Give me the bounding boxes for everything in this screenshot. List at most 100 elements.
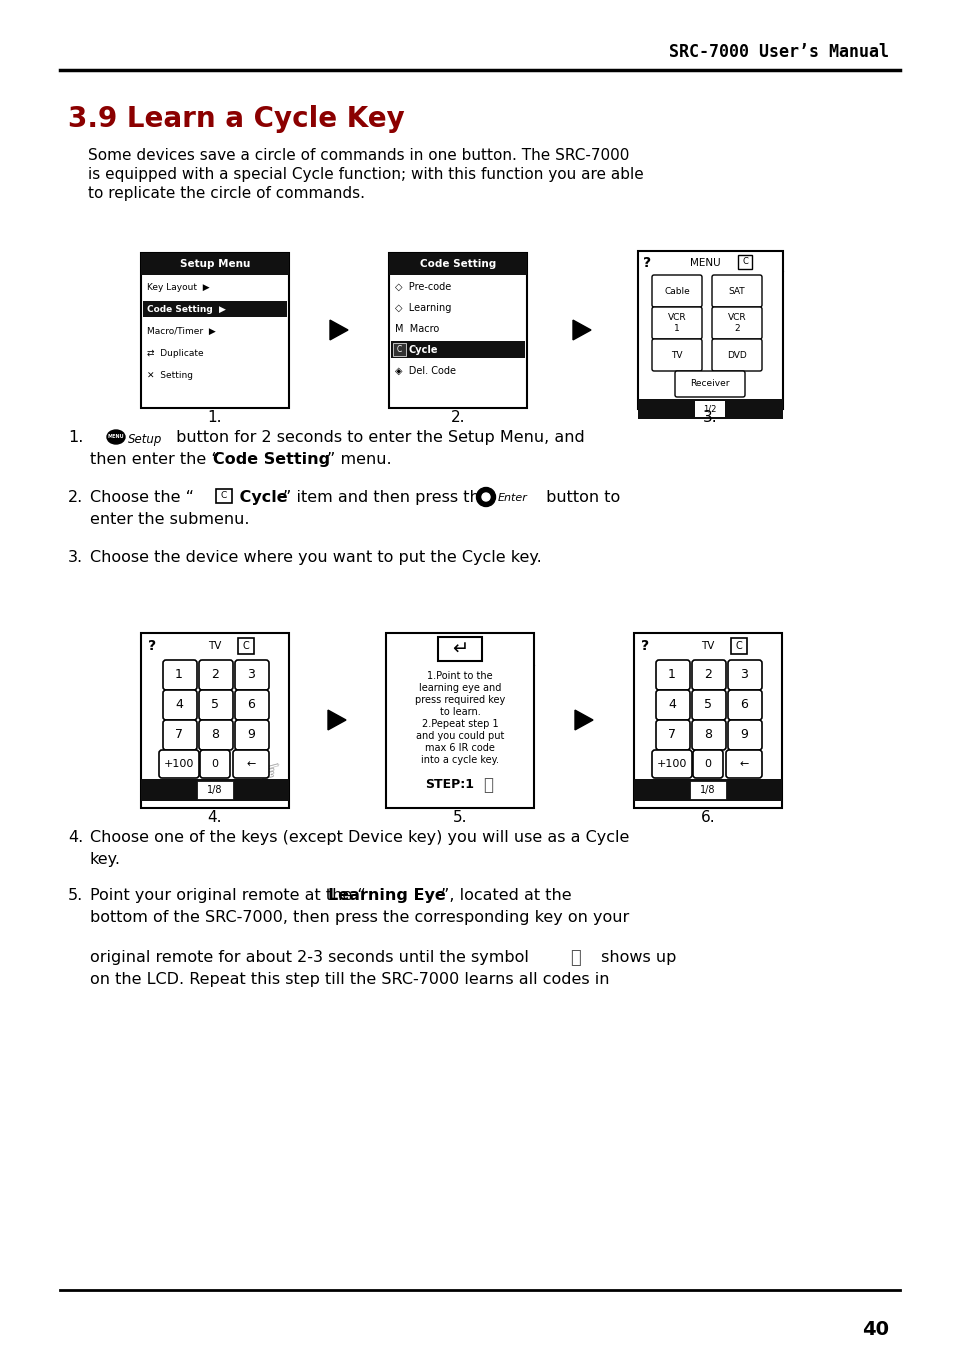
FancyBboxPatch shape xyxy=(638,251,782,410)
Text: 0: 0 xyxy=(212,758,218,769)
Text: 3.: 3. xyxy=(702,410,717,425)
Text: 8: 8 xyxy=(703,729,711,741)
Text: SRC-7000 User’s Manual: SRC-7000 User’s Manual xyxy=(668,43,888,61)
Text: 2.Pepeat step 1: 2.Pepeat step 1 xyxy=(421,719,497,729)
Text: 3: 3 xyxy=(247,668,254,681)
Text: SAT: SAT xyxy=(728,287,744,296)
FancyBboxPatch shape xyxy=(656,660,689,690)
FancyBboxPatch shape xyxy=(141,633,289,808)
FancyBboxPatch shape xyxy=(199,690,233,721)
Text: ←: ← xyxy=(246,758,255,769)
FancyBboxPatch shape xyxy=(727,690,761,721)
Text: 7: 7 xyxy=(667,729,676,741)
Text: ◈  Del. Code: ◈ Del. Code xyxy=(395,366,456,376)
Text: 5: 5 xyxy=(703,699,711,711)
Text: 1/8: 1/8 xyxy=(207,786,222,795)
Text: ” menu.: ” menu. xyxy=(327,452,392,466)
Text: Choose one of the keys (except Device key) you will use as a Cycle: Choose one of the keys (except Device ke… xyxy=(90,830,629,845)
FancyBboxPatch shape xyxy=(215,489,232,503)
Text: ?: ? xyxy=(640,639,648,653)
FancyBboxPatch shape xyxy=(727,721,761,750)
Text: 6: 6 xyxy=(247,699,254,711)
FancyBboxPatch shape xyxy=(651,339,701,370)
Text: C: C xyxy=(242,641,249,652)
Text: to replicate the circle of commands.: to replicate the circle of commands. xyxy=(88,187,365,201)
Text: Enter: Enter xyxy=(497,493,527,503)
Text: TV: TV xyxy=(671,350,682,360)
FancyBboxPatch shape xyxy=(200,750,230,777)
FancyBboxPatch shape xyxy=(141,253,289,408)
Text: bottom of the SRC-7000, then press the corresponding key on your: bottom of the SRC-7000, then press the c… xyxy=(90,910,629,925)
Text: 5.: 5. xyxy=(453,810,467,825)
Text: Receiver: Receiver xyxy=(690,380,729,388)
Text: C: C xyxy=(735,641,741,652)
Text: 1/2: 1/2 xyxy=(702,404,716,414)
Text: ?: ? xyxy=(148,639,156,653)
Text: ◀▮: ◀▮ xyxy=(646,786,660,795)
FancyBboxPatch shape xyxy=(437,637,481,661)
FancyBboxPatch shape xyxy=(159,750,199,777)
Text: 3.9 Learn a Cycle Key: 3.9 Learn a Cycle Key xyxy=(68,105,404,132)
FancyBboxPatch shape xyxy=(692,750,722,777)
FancyBboxPatch shape xyxy=(711,307,761,339)
Text: and you could put: and you could put xyxy=(416,731,503,741)
FancyBboxPatch shape xyxy=(233,750,269,777)
Text: learning eye and: learning eye and xyxy=(418,683,500,694)
Text: 9: 9 xyxy=(247,729,254,741)
Text: max 6 IR code: max 6 IR code xyxy=(425,744,495,753)
Text: ✕  Setting: ✕ Setting xyxy=(147,370,193,380)
Polygon shape xyxy=(330,320,348,339)
Text: press required key: press required key xyxy=(415,695,504,704)
FancyBboxPatch shape xyxy=(234,690,269,721)
Text: 2: 2 xyxy=(703,668,711,681)
FancyBboxPatch shape xyxy=(393,343,406,356)
Text: 0: 0 xyxy=(703,758,711,769)
Text: 2.: 2. xyxy=(450,410,465,425)
Text: VCR
2: VCR 2 xyxy=(727,314,745,333)
Text: Choose the device where you want to put the Cycle key.: Choose the device where you want to put … xyxy=(90,550,541,565)
FancyBboxPatch shape xyxy=(689,781,725,799)
Text: ◀▮: ◀▮ xyxy=(650,404,660,414)
Text: 👍: 👍 xyxy=(482,776,493,794)
Text: Cycle: Cycle xyxy=(233,489,287,506)
FancyBboxPatch shape xyxy=(727,660,761,690)
Text: MENU: MENU xyxy=(689,258,720,268)
Text: 3: 3 xyxy=(740,668,747,681)
Text: C: C xyxy=(395,345,401,353)
Text: ⇄  Duplicate: ⇄ Duplicate xyxy=(147,349,203,357)
Text: ▮▶: ▮▶ xyxy=(262,786,275,795)
Text: VCR
1: VCR 1 xyxy=(667,314,685,333)
Text: 4: 4 xyxy=(667,699,676,711)
Text: enter the submenu.: enter the submenu. xyxy=(90,512,250,527)
Text: ▮▶: ▮▶ xyxy=(759,404,770,414)
Polygon shape xyxy=(575,710,593,730)
FancyBboxPatch shape xyxy=(651,274,701,307)
Text: ☞: ☞ xyxy=(254,756,285,788)
Text: 3.: 3. xyxy=(68,550,83,565)
FancyBboxPatch shape xyxy=(234,721,269,750)
FancyBboxPatch shape xyxy=(141,253,289,274)
FancyBboxPatch shape xyxy=(695,402,724,416)
Text: then enter the “: then enter the “ xyxy=(90,452,219,466)
Text: ◀▮: ◀▮ xyxy=(154,786,168,795)
Text: 1.Point to the: 1.Point to the xyxy=(427,671,493,681)
Text: C: C xyxy=(741,257,747,266)
FancyBboxPatch shape xyxy=(651,750,691,777)
Text: 1.: 1. xyxy=(68,430,83,445)
Text: 9: 9 xyxy=(740,729,747,741)
Text: 6: 6 xyxy=(740,699,747,711)
Text: 1: 1 xyxy=(175,668,183,681)
Text: into a cycle key.: into a cycle key. xyxy=(420,754,498,765)
Text: 2.: 2. xyxy=(68,489,83,506)
Text: 5: 5 xyxy=(211,699,219,711)
Text: +100: +100 xyxy=(656,758,686,769)
FancyBboxPatch shape xyxy=(386,633,534,808)
FancyBboxPatch shape xyxy=(651,307,701,339)
Text: Macro/Timer  ▶: Macro/Timer ▶ xyxy=(147,326,215,335)
Text: to learn.: to learn. xyxy=(439,707,480,717)
FancyBboxPatch shape xyxy=(391,341,524,358)
FancyBboxPatch shape xyxy=(199,660,233,690)
Text: Learning Eye: Learning Eye xyxy=(328,888,445,903)
Text: DVD: DVD xyxy=(726,350,746,360)
FancyBboxPatch shape xyxy=(237,638,253,654)
